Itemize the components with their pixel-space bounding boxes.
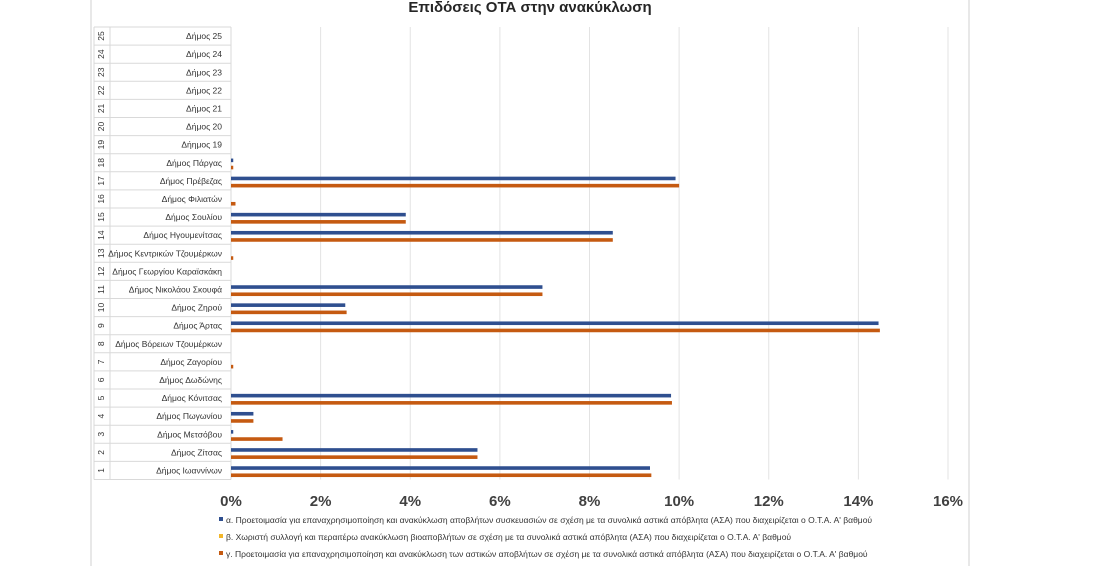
chart-title: Επιδόσεις ΟΤΑ στην ανακύκλωση — [408, 0, 651, 16]
legend-entry-2: β. Χωριστή συλλογή και περαιτέρω ανακύκλ… — [226, 532, 791, 542]
category-number-label: 10 — [96, 303, 106, 313]
category-name-label: Δήμος Μετσόβου — [157, 429, 222, 439]
category-number-label: 5 — [96, 395, 106, 400]
bar-series-1 — [231, 176, 676, 181]
category-name-label: Δήμος 25 — [186, 31, 222, 41]
category-number-label: 23 — [96, 67, 106, 77]
category-name-label: Δήμος 23 — [186, 67, 222, 77]
category-number-label: 6 — [96, 377, 106, 382]
category-number-label: 14 — [96, 230, 106, 240]
category-number-label: 4 — [96, 414, 106, 419]
category-name-label: Δήμος Κεντρικών Τζουμέρκων — [108, 248, 222, 258]
category-name-label: Δήμος Πρέβεζας — [160, 176, 222, 186]
category-number-label: 22 — [96, 85, 106, 95]
category-name-label: Δήμος 24 — [186, 49, 222, 59]
category-name-label: Δήμος Δωδώνης — [159, 375, 222, 385]
bar-series-1 — [231, 285, 543, 289]
bar-series-3 — [231, 455, 478, 459]
x-tick-label: 14% — [843, 493, 873, 510]
category-number-label: 15 — [96, 212, 106, 222]
bar-series-3 — [231, 473, 652, 478]
x-tick-label: 4% — [399, 493, 421, 510]
grid-layer — [230, 27, 949, 480]
bars-layer — [231, 158, 880, 478]
bar-series-3 — [231, 220, 406, 224]
category-number-label: 1 — [96, 468, 106, 473]
legend-entry-3: γ. Προετοιμασία για επαναχρησιμοποίηση κ… — [226, 549, 868, 559]
bar-series-1 — [231, 466, 650, 470]
category-number-label: 20 — [96, 122, 106, 132]
legend-swatch-1 — [219, 517, 223, 521]
category-number-label: 3 — [96, 432, 106, 437]
category-name-label: Δήμος Ιωαννίνων — [156, 465, 222, 475]
legend-entry-1: α. Προετοιμασία για επαναχρησιμοποίηση κ… — [226, 515, 872, 525]
x-tick-label: 2% — [310, 493, 332, 510]
category-name-label: Δήμος Βόρειων Τζουμέρκων — [115, 339, 222, 349]
category-name-label: Δήμος Νικολάου Σκουφά — [129, 284, 222, 294]
category-name-label: Δήμος Σουλίου — [165, 212, 222, 222]
category-number-label: 24 — [96, 49, 106, 59]
bar-series-1 — [231, 321, 879, 326]
bar-series-3 — [231, 238, 613, 242]
category-number-label: 9 — [96, 323, 106, 328]
bar-series-3 — [231, 165, 234, 170]
category-number-label: 13 — [96, 248, 106, 258]
category-number-label: 8 — [96, 341, 106, 346]
bar-series-3 — [231, 256, 234, 260]
category-name-label: Δήμος 20 — [186, 122, 222, 132]
legend-swatch-2 — [219, 534, 223, 538]
category-number-label: 12 — [96, 266, 106, 276]
x-tick-label: 16% — [933, 493, 963, 510]
category-number-label: 21 — [96, 103, 106, 113]
category-name-label: Δήμος Φιλιατών — [162, 194, 222, 204]
category-name-label: Δήμος Ζηρού — [171, 303, 222, 313]
category-name-label: Δήμος Ζίτσας — [171, 447, 222, 457]
bar-series-3 — [231, 328, 880, 333]
category-number-label: 25 — [96, 31, 106, 41]
category-name-label: Δήμος Πάργας — [166, 158, 222, 168]
category-number-label: 11 — [96, 285, 106, 294]
bar-series-3 — [231, 437, 283, 441]
x-tick-label: 12% — [754, 493, 784, 510]
category-number-label: 18 — [96, 158, 106, 168]
bar-series-3 — [231, 364, 234, 369]
x-tick-label: 6% — [489, 493, 511, 510]
x-axis-ticks: 0% 2% 4% 6% 8% 10% 12% 14% 16% — [220, 493, 963, 510]
bar-series-1 — [231, 448, 478, 452]
category-name-label: Δήμος 22 — [186, 85, 222, 95]
category-rows: Δήμος Ιωαννίνων 1 Δήμος Ζίτσας 2 Δήμος Μετσό… — [93, 26, 232, 480]
category-number-label: 19 — [96, 140, 106, 150]
bar-series-1 — [231, 393, 672, 398]
bar-series-1 — [231, 430, 234, 434]
bar-series-1 — [231, 303, 346, 307]
category-name-label: Δήμος Κόνιτσας — [162, 393, 222, 403]
category-name-label: Δήμος Γεωργίου Καραϊσκάκη — [112, 266, 222, 276]
category-number-label: 16 — [96, 194, 106, 204]
category-number-label: 7 — [96, 359, 106, 364]
category-name-label: Δήημος 19 — [181, 140, 222, 150]
category-number-label: 2 — [96, 450, 106, 455]
bar-series-3 — [231, 183, 680, 188]
category-name-label: Δήμος 21 — [186, 103, 222, 113]
bar-series-3 — [231, 401, 672, 405]
legend: α. Προετοιμασία για επαναχρησιμοποίηση κ… — [219, 515, 872, 559]
bar-series-3 — [231, 419, 254, 423]
legend-swatch-3 — [219, 551, 223, 555]
bar-series-1 — [231, 411, 254, 416]
x-tick-label: 8% — [579, 493, 601, 510]
category-name-label: Δήμος Πωγωνίου — [156, 411, 222, 421]
category-name-label: Δήμος Ζαγορίου — [160, 357, 222, 367]
bar-series-3 — [231, 292, 543, 297]
x-tick-label: 10% — [664, 493, 694, 510]
category-name-label: Δήμος Ηγουμενίτσας — [143, 230, 222, 240]
bar-series-1 — [231, 212, 406, 217]
bar-series-1 — [231, 230, 613, 235]
category-name-label: Δήμος Άρτας — [173, 321, 222, 331]
bar-series-1 — [231, 158, 234, 163]
x-tick-label: 0% — [220, 493, 242, 510]
bar-series-3 — [231, 310, 347, 315]
category-number-label: 17 — [96, 176, 106, 186]
bar-series-3 — [231, 201, 236, 206]
